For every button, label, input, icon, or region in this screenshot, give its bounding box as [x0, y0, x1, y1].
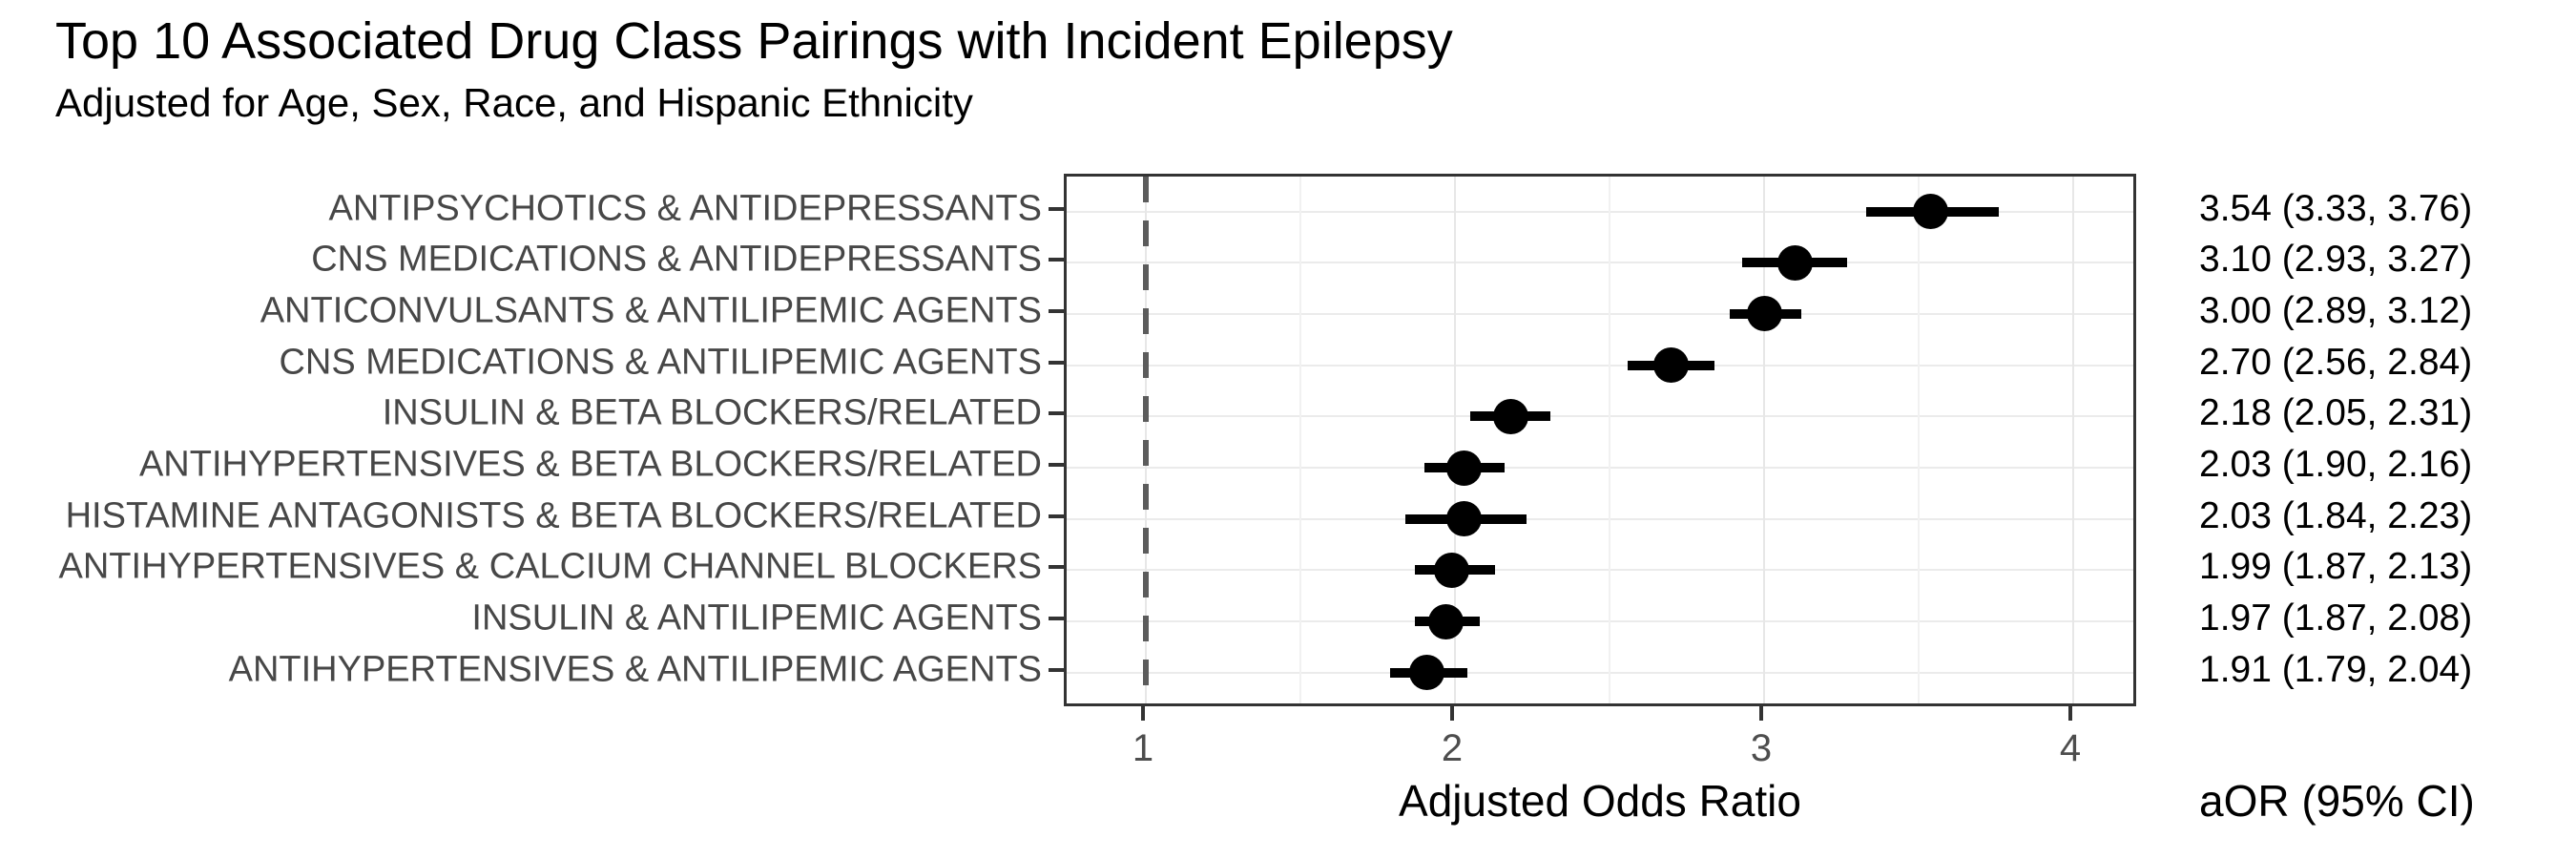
- aor-value: 3.00 (2.89, 3.12): [2199, 289, 2473, 331]
- row-label: INSULIN & ANTILIPEMIC AGENTS: [471, 597, 1042, 639]
- point-estimate-marker: [1427, 603, 1464, 639]
- y-axis-tick: [1049, 308, 1064, 313]
- row-gridline: [1067, 415, 2133, 418]
- y-axis-tick: [1049, 360, 1064, 365]
- x-axis-tick: [2068, 706, 2072, 721]
- aor-column-header: aOR (95% CI): [2199, 776, 2475, 826]
- x-axis-tick: [1141, 706, 1145, 721]
- row-gridline: [1067, 312, 2133, 315]
- y-axis-tick: [1049, 565, 1064, 570]
- minor-gridline-vertical: [1609, 177, 1610, 703]
- row-gridline: [1067, 467, 2133, 469]
- aor-value: 2.70 (2.56, 2.84): [2199, 341, 2473, 383]
- y-axis-tick: [1049, 617, 1064, 621]
- plot-panel: [1064, 174, 2136, 706]
- x-tick-label: 4: [2059, 727, 2082, 769]
- row-gridline: [1067, 517, 2133, 520]
- row-gridline: [1067, 671, 2133, 674]
- point-estimate-marker: [1492, 398, 1528, 434]
- point-estimate-marker: [1409, 655, 1445, 691]
- row-label: ANTIHYPERTENSIVES & BETA BLOCKERS/RELATE…: [138, 444, 1042, 485]
- aor-value: 2.03 (1.84, 2.23): [2199, 494, 2473, 536]
- minor-gridline-vertical: [1918, 177, 1920, 703]
- row-label: INSULIN & BETA BLOCKERS/RELATED: [382, 392, 1042, 433]
- point-estimate-marker: [1446, 501, 1483, 537]
- y-axis-tick: [1049, 206, 1064, 211]
- major-gridline-vertical: [1454, 177, 1456, 703]
- y-axis-tick: [1049, 513, 1064, 518]
- aor-value: 2.18 (2.05, 2.31): [2199, 392, 2473, 434]
- y-axis-tick: [1049, 667, 1064, 672]
- point-estimate-marker: [1434, 552, 1470, 588]
- row-gridline: [1067, 364, 2133, 367]
- row-label: CNS MEDICATIONS & ANTIDEPRESSANTS: [311, 239, 1042, 280]
- y-axis-tick: [1049, 463, 1064, 467]
- row-label: ANTIPSYCHOTICS & ANTIDEPRESSANTS: [328, 188, 1042, 228]
- x-tick-label: 1: [1132, 727, 1154, 769]
- x-tick-label: 2: [1441, 727, 1464, 769]
- major-gridline-vertical: [1763, 177, 1765, 703]
- x-tick-label: 3: [1750, 727, 1773, 769]
- row-gridline: [1067, 210, 2133, 213]
- aor-value: 3.54 (3.33, 3.76): [2199, 187, 2473, 229]
- minor-gridline-vertical: [1299, 177, 1301, 703]
- reference-line: [1143, 177, 1149, 703]
- x-axis-tick: [1759, 706, 1763, 721]
- aor-value: 2.03 (1.90, 2.16): [2199, 444, 2473, 485]
- row-gridline: [1067, 262, 2133, 264]
- y-axis-tick: [1049, 258, 1064, 262]
- row-label: ANTIHYPERTENSIVES & CALCIUM CHANNEL BLOC…: [58, 546, 1042, 587]
- point-estimate-marker: [1746, 296, 1782, 332]
- y-axis-tick: [1049, 411, 1064, 416]
- row-label: ANTICONVULSANTS & ANTILIPEMIC AGENTS: [260, 290, 1042, 331]
- point-estimate-marker: [1776, 244, 1813, 281]
- row-label: HISTAMINE ANTAGONISTS & BETA BLOCKERS/RE…: [65, 495, 1042, 536]
- point-estimate-marker: [1446, 450, 1483, 486]
- row-gridline: [1067, 569, 2133, 572]
- point-estimate-marker: [1653, 347, 1690, 384]
- x-axis-tick: [1450, 706, 1454, 721]
- aor-value: 1.99 (1.87, 2.13): [2199, 546, 2473, 588]
- row-label: CNS MEDICATIONS & ANTILIPEMIC AGENTS: [279, 342, 1042, 383]
- aor-value: 1.97 (1.87, 2.08): [2199, 597, 2473, 639]
- row-gridline: [1067, 620, 2133, 623]
- chart-title: Top 10 Associated Drug Class Pairings wi…: [55, 12, 1453, 70]
- row-label: ANTIHYPERTENSIVES & ANTILIPEMIC AGENTS: [228, 649, 1042, 690]
- x-axis-title: Adjusted Odds Ratio: [1399, 776, 1801, 826]
- major-gridline-vertical: [2072, 177, 2074, 703]
- chart-subtitle: Adjusted for Age, Sex, Race, and Hispani…: [55, 80, 973, 125]
- aor-value: 3.10 (2.93, 3.27): [2199, 239, 2473, 281]
- point-estimate-marker: [1913, 194, 1949, 229]
- aor-value: 1.91 (1.79, 2.04): [2199, 648, 2473, 690]
